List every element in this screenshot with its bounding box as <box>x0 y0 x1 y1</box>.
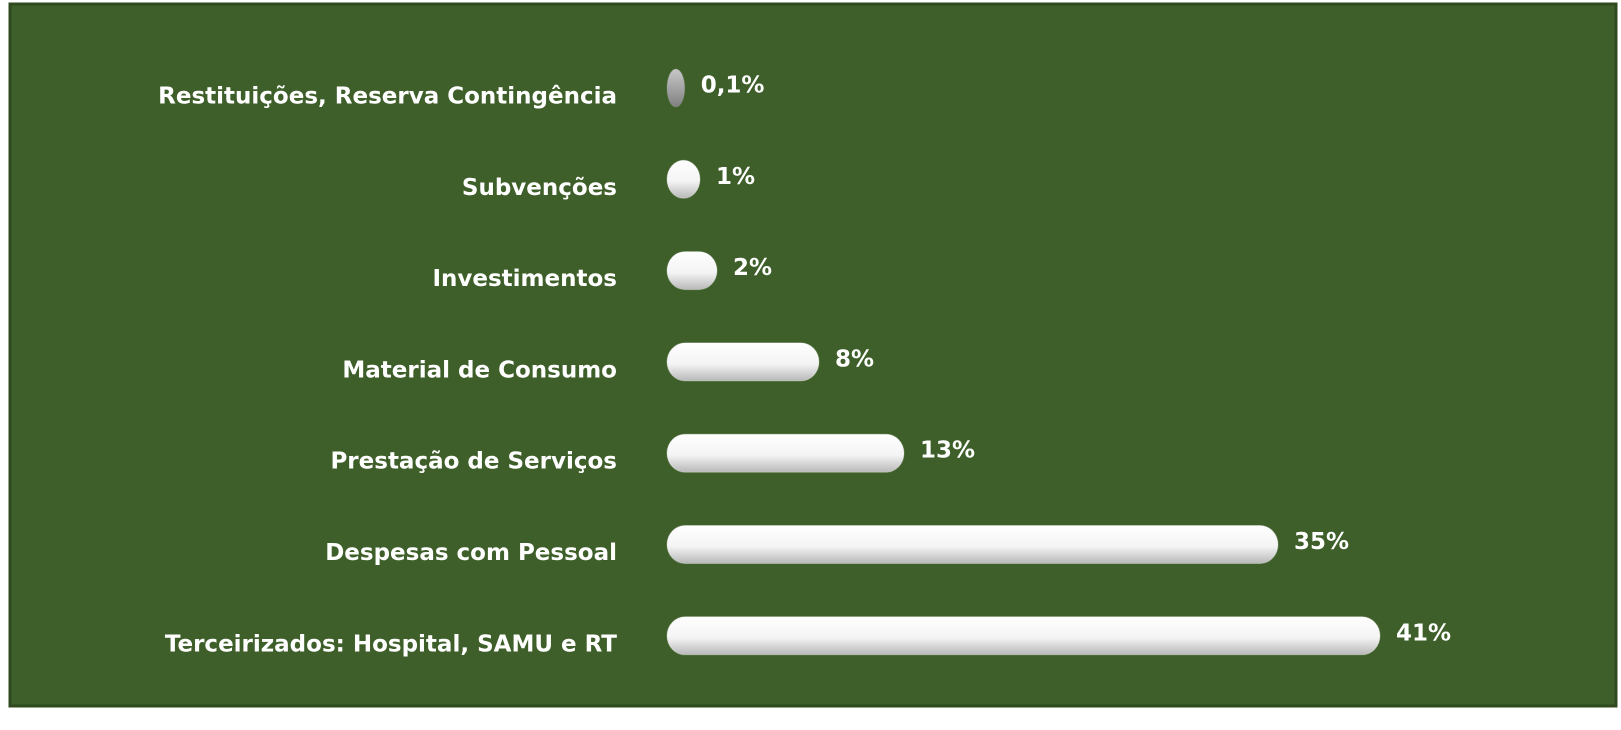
bar <box>666 342 820 382</box>
value-label: 1% <box>716 164 755 190</box>
value-label: 0,1% <box>701 73 765 99</box>
bar <box>666 251 718 291</box>
bar <box>666 68 686 108</box>
category-label: Despesas com Pessoal <box>325 540 617 566</box>
category-label: Subvenções <box>462 175 617 201</box>
category-label: Terceirizados: Hospital, SAMU e RT <box>165 631 617 657</box>
category-label: Restituições, Reserva Contingência <box>158 84 617 110</box>
bar <box>666 616 1381 656</box>
category-label: Material de Consumo <box>342 357 617 383</box>
category-label: Prestação de Serviços <box>330 449 617 475</box>
value-label: 41% <box>1396 620 1451 646</box>
value-label: 2% <box>733 255 772 281</box>
category-label: Investimentos <box>432 266 617 292</box>
bar <box>666 525 1279 564</box>
bar <box>666 433 905 473</box>
value-label: 35% <box>1294 529 1349 555</box>
value-label: 13% <box>920 438 975 464</box>
value-label: 8% <box>835 346 874 372</box>
bar <box>666 159 701 199</box>
